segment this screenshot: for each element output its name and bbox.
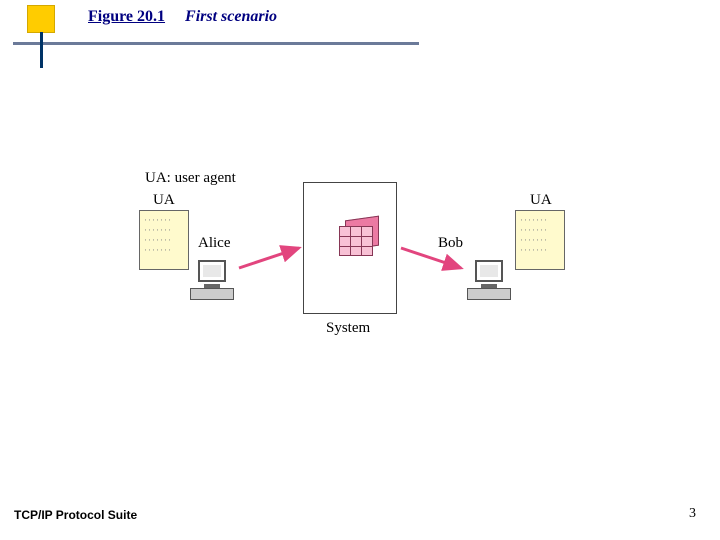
ua-label-left: UA <box>153 192 175 209</box>
document-lines-icon: ···························· <box>520 215 548 255</box>
mailbox-icon <box>339 218 379 256</box>
footer-text: TCP/IP Protocol Suite <box>14 508 137 522</box>
bob-label: Bob <box>438 235 463 252</box>
decorator-vline <box>40 32 43 68</box>
figure-label: Figure 20.1 <box>88 8 165 25</box>
decorator-square <box>27 5 55 33</box>
alice-label: Alice <box>198 235 230 252</box>
page-number: 3 <box>689 506 696 522</box>
legend-text: UA: user agent <box>145 170 236 187</box>
computer-icon-left <box>188 260 236 304</box>
figure-header: Figure 20.1 First scenario <box>88 8 277 26</box>
ua-box-right: ···························· <box>515 210 565 270</box>
figure-title: First scenario <box>185 8 277 25</box>
ua-box-left: ···························· <box>139 210 189 270</box>
document-lines-icon: ···························· <box>144 215 172 255</box>
decorator-hline <box>13 42 419 45</box>
computer-icon-right <box>465 260 513 304</box>
ua-label-right: UA <box>530 192 552 209</box>
system-label: System <box>326 320 370 337</box>
diagram-container: UA: user agent UA ······················… <box>115 180 595 380</box>
